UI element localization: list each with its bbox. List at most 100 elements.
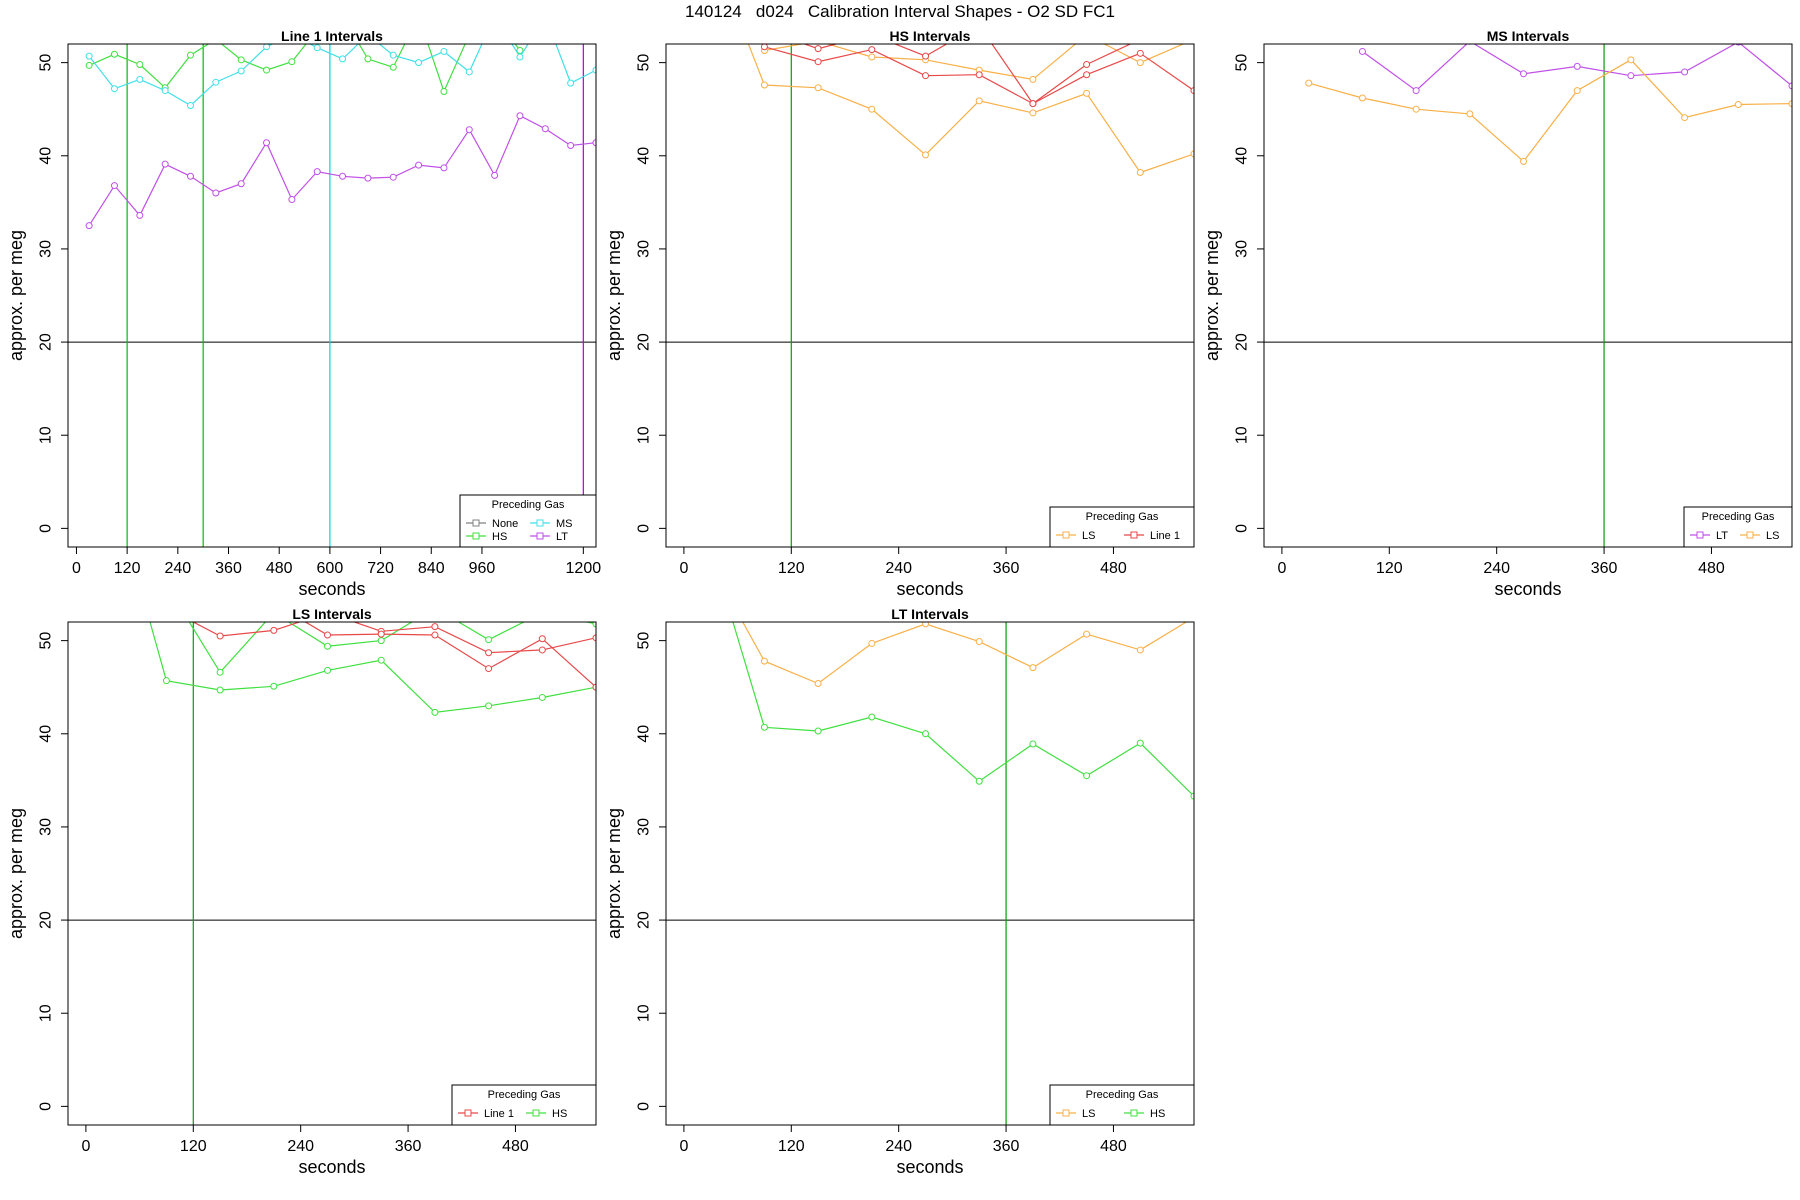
y-tick-label: 20 [636, 911, 653, 929]
data-point [1083, 89, 1091, 97]
data-point [288, 58, 296, 66]
series-line-ls [747, 44, 1194, 174]
data-point [1627, 56, 1635, 64]
data-point [465, 68, 473, 76]
data-point [1029, 100, 1037, 108]
data-point [1029, 664, 1037, 672]
data-point [136, 60, 144, 68]
data-point [492, 13, 498, 19]
legend-entry-label: LS [1766, 530, 1779, 542]
x-axis: 0 120 240 360 480 600 720 840 960 1200 [72, 546, 602, 577]
legend-box [451, 1084, 597, 1126]
panel-title: Line 1 Intervals [281, 28, 383, 44]
data-point [1083, 60, 1091, 68]
data-point [485, 649, 493, 657]
data-point [1788, 100, 1792, 108]
data-point [542, 13, 548, 19]
x-tick-label: 360 [993, 560, 1020, 577]
legend-entry-label: MS [556, 518, 573, 530]
data-point [538, 635, 546, 643]
x-tick-label: 240 [164, 560, 191, 577]
data-point [592, 66, 596, 74]
data-point [1412, 87, 1420, 95]
data-point [760, 723, 768, 731]
data-point [212, 189, 220, 197]
legend-entry-label: LS [1082, 1108, 1095, 1120]
x-tick-label: 1200 [566, 560, 602, 577]
plot-area [666, 32, 1197, 547]
data-point [1358, 47, 1366, 55]
x-axis-label: seconds [1494, 579, 1561, 599]
legend-entry-label: LT [556, 531, 568, 543]
series-line-lt [88, 114, 596, 226]
x-tick-label: 240 [885, 1138, 912, 1155]
data-point [431, 623, 439, 631]
data-point [1573, 62, 1581, 70]
legend-swatch-marker [1746, 531, 1754, 539]
panel-title: LS Intervals [292, 606, 372, 622]
y-axis: 0 10 20 30 40 50 [38, 632, 68, 1111]
panel-4: 0 10 20 30 40 50 0 120 240 360 480 LS Intervals seco… [6, 582, 597, 1177]
data-point [539, 610, 545, 616]
legend-title: Preceding Gas [488, 1089, 561, 1101]
data-point [760, 81, 768, 89]
y-tick-label: 30 [636, 818, 653, 836]
data-point [1136, 646, 1144, 654]
data-point [1681, 68, 1689, 76]
panel-3: 0 10 20 30 40 50 0 120 240 360 480 MS Intervals seco… [1202, 28, 1793, 599]
plot-frame [1263, 43, 1793, 548]
data-point [440, 164, 448, 172]
data-point [538, 693, 546, 701]
data-point [1029, 75, 1037, 83]
data-point [431, 631, 439, 639]
y-axis-label: approx. per meg [604, 230, 624, 361]
data-point [1136, 59, 1144, 67]
data-point [213, 36, 219, 42]
data-point [85, 52, 93, 60]
data-point [1084, 32, 1090, 38]
data-point [922, 622, 930, 628]
data-point [922, 72, 930, 80]
data-point [1083, 71, 1091, 79]
x-tick-label: 840 [418, 560, 445, 577]
legend-swatch-marker [1062, 1109, 1070, 1117]
data-point [975, 71, 983, 79]
legend-swatch-marker [472, 519, 480, 527]
y-tick-label: 30 [1234, 240, 1251, 258]
legend: Preceding Gas LS HS [1049, 1084, 1195, 1126]
x-axis: 0 120 240 360 480 [679, 546, 1127, 577]
data-point [324, 666, 332, 674]
data-point [271, 610, 277, 616]
y-tick-label: 50 [636, 54, 653, 72]
data-point [814, 58, 822, 66]
data-point [389, 63, 397, 71]
data-point [492, 13, 498, 19]
legend-swatch-marker [1062, 531, 1070, 539]
x-tick-label: 240 [885, 560, 912, 577]
data-point [516, 53, 524, 61]
panel-1: 0 10 20 30 40 50 0 120 240 360 480 600 720 840 960 1200… [6, 13, 602, 599]
y-tick-label: 0 [636, 1102, 653, 1111]
data-point [163, 582, 169, 588]
data-point [814, 84, 822, 92]
x-tick-label: 120 [1376, 560, 1403, 577]
x-axis: 0 120 240 360 480 [81, 1124, 529, 1155]
data-point [271, 600, 277, 606]
y-tick-label: 0 [636, 524, 653, 533]
data-point [440, 47, 448, 55]
panel-title: LT Intervals [891, 606, 969, 622]
data-point [1191, 614, 1197, 620]
data-point [324, 642, 332, 650]
y-tick-label: 40 [636, 147, 653, 165]
data-point [186, 51, 194, 59]
data-point [1573, 87, 1581, 95]
data-point [1788, 82, 1792, 90]
data-point [313, 44, 321, 52]
data-point [389, 173, 397, 181]
data-point [324, 631, 332, 639]
data-point [216, 686, 224, 694]
legend-swatch-marker [472, 532, 480, 540]
data-point [1190, 87, 1194, 95]
data-point [1191, 36, 1197, 42]
y-tick-label: 50 [1234, 54, 1251, 72]
